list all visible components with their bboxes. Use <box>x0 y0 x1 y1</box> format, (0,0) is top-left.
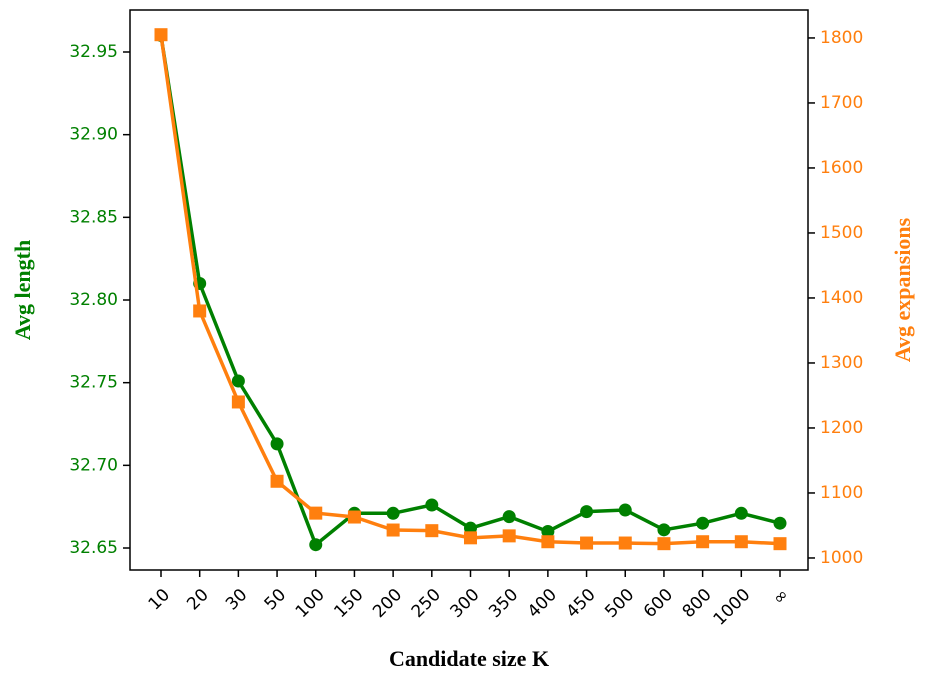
plot-frame <box>129 9 809 571</box>
marker <box>154 28 168 42</box>
y2-tick-label: 1800 <box>820 28 863 48</box>
x-tick-label: ∞ <box>769 585 793 609</box>
marker <box>270 474 284 488</box>
series-line <box>159 34 781 546</box>
series-line <box>159 35 781 548</box>
marker <box>193 304 207 318</box>
marker <box>309 506 323 520</box>
marker <box>270 437 284 451</box>
y-tick-label: 32.65 <box>69 538 118 558</box>
y-tick-label: 32.80 <box>69 290 118 310</box>
x-tick-label: 600 <box>640 585 677 622</box>
marker <box>696 516 710 530</box>
marker <box>502 510 516 524</box>
marker <box>541 524 555 538</box>
x-tick-label: 150 <box>330 585 367 622</box>
x-tick-label: 30 <box>222 585 251 614</box>
marker <box>347 510 361 524</box>
marker <box>696 535 710 549</box>
x-tick-label: 400 <box>524 585 561 622</box>
marker <box>657 523 671 537</box>
x-tick-label: 250 <box>408 585 445 622</box>
marker <box>580 536 594 550</box>
marker <box>425 524 439 538</box>
x-axis-title: Candidate size K <box>389 646 549 671</box>
marker <box>541 535 555 549</box>
marker <box>464 531 477 545</box>
y2-tick-label: 1200 <box>820 418 863 438</box>
x-tick-label: 500 <box>601 585 638 622</box>
marker <box>425 498 439 512</box>
marker <box>231 374 245 388</box>
y-tick-label: 32.70 <box>69 455 118 475</box>
y2-tick-label: 1700 <box>820 93 863 113</box>
marker <box>309 538 323 552</box>
marker <box>231 395 245 409</box>
y2-tick-label: 1000 <box>820 548 863 568</box>
marker <box>773 537 787 551</box>
marker <box>618 503 632 517</box>
y-axis-title: Avg length <box>10 240 35 340</box>
marker <box>580 505 594 519</box>
marker <box>657 537 671 551</box>
y-tick-label: 32.95 <box>69 42 118 62</box>
marker <box>502 529 516 543</box>
x-tick-label: 50 <box>261 585 290 614</box>
y2-axis-title: Avg expansions <box>890 217 915 362</box>
marker <box>618 536 632 550</box>
x-tick-label: 350 <box>485 585 522 622</box>
y-tick-label: 32.75 <box>69 373 118 393</box>
y2-tick-label: 1300 <box>820 353 863 373</box>
x-tick-label: 20 <box>183 585 212 614</box>
y2-tick-label: 1100 <box>820 483 863 503</box>
y-tick-label: 32.90 <box>69 125 118 145</box>
x-tick-label: 450 <box>563 585 600 622</box>
y-tick-label: 32.85 <box>69 207 118 227</box>
x-tick-label: 200 <box>369 585 406 622</box>
x-tick-label: 300 <box>446 585 483 622</box>
marker <box>386 506 400 520</box>
marker <box>386 523 400 537</box>
x-tick-label: 1000 <box>710 585 755 630</box>
y2-tick-label: 1600 <box>820 158 863 178</box>
marker <box>734 506 748 520</box>
marker <box>773 516 787 530</box>
y2-tick-label: 1500 <box>820 223 863 243</box>
x-tick-label: 10 <box>145 585 174 614</box>
x-tick-label: 100 <box>292 585 329 622</box>
y2-tick-label: 1400 <box>820 288 863 308</box>
marker <box>734 535 748 549</box>
